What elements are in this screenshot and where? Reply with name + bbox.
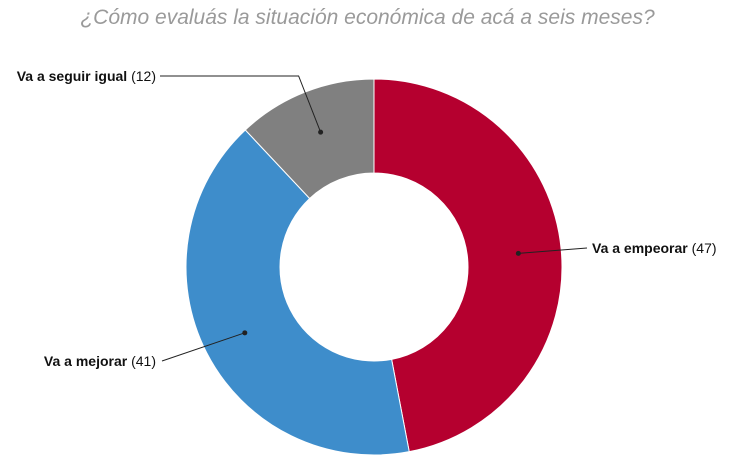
label-value-va-a-seguir-igual: (12) [127, 68, 156, 84]
leader-line-va-a-seguir-igual [160, 75, 322, 133]
label-name-va-a-mejorar: Va a mejorar [44, 353, 128, 369]
label-name-va-a-empeorar: Va a empeorar [592, 240, 688, 256]
label-va-a-mejorar: Va a mejorar (41) [44, 353, 156, 369]
label-va-a-seguir-igual: Va a seguir igual (12) [17, 68, 156, 84]
label-va-a-empeorar: Va a empeorar (47) [592, 240, 717, 256]
label-value-va-a-empeorar: (47) [688, 240, 717, 256]
slice-labels: Va a empeorar (47)Va a mejorar (41)Va a … [17, 68, 717, 369]
donut-slices [185, 78, 563, 456]
chart-title: ¿Cómo evaluás la situación económica de … [80, 6, 655, 29]
label-value-va-a-mejorar: (41) [127, 353, 156, 369]
slice-va-a-mejorar [185, 129, 410, 456]
label-name-va-a-seguir-igual: Va a seguir igual [17, 68, 128, 84]
leader-lines [160, 75, 588, 362]
leader-line-va-a-mejorar [161, 332, 245, 362]
slice-va-a-empeorar [373, 78, 563, 453]
leader-line-va-a-empeorar [518, 247, 588, 254]
slice-va-a-seguir-igual [244, 78, 375, 200]
